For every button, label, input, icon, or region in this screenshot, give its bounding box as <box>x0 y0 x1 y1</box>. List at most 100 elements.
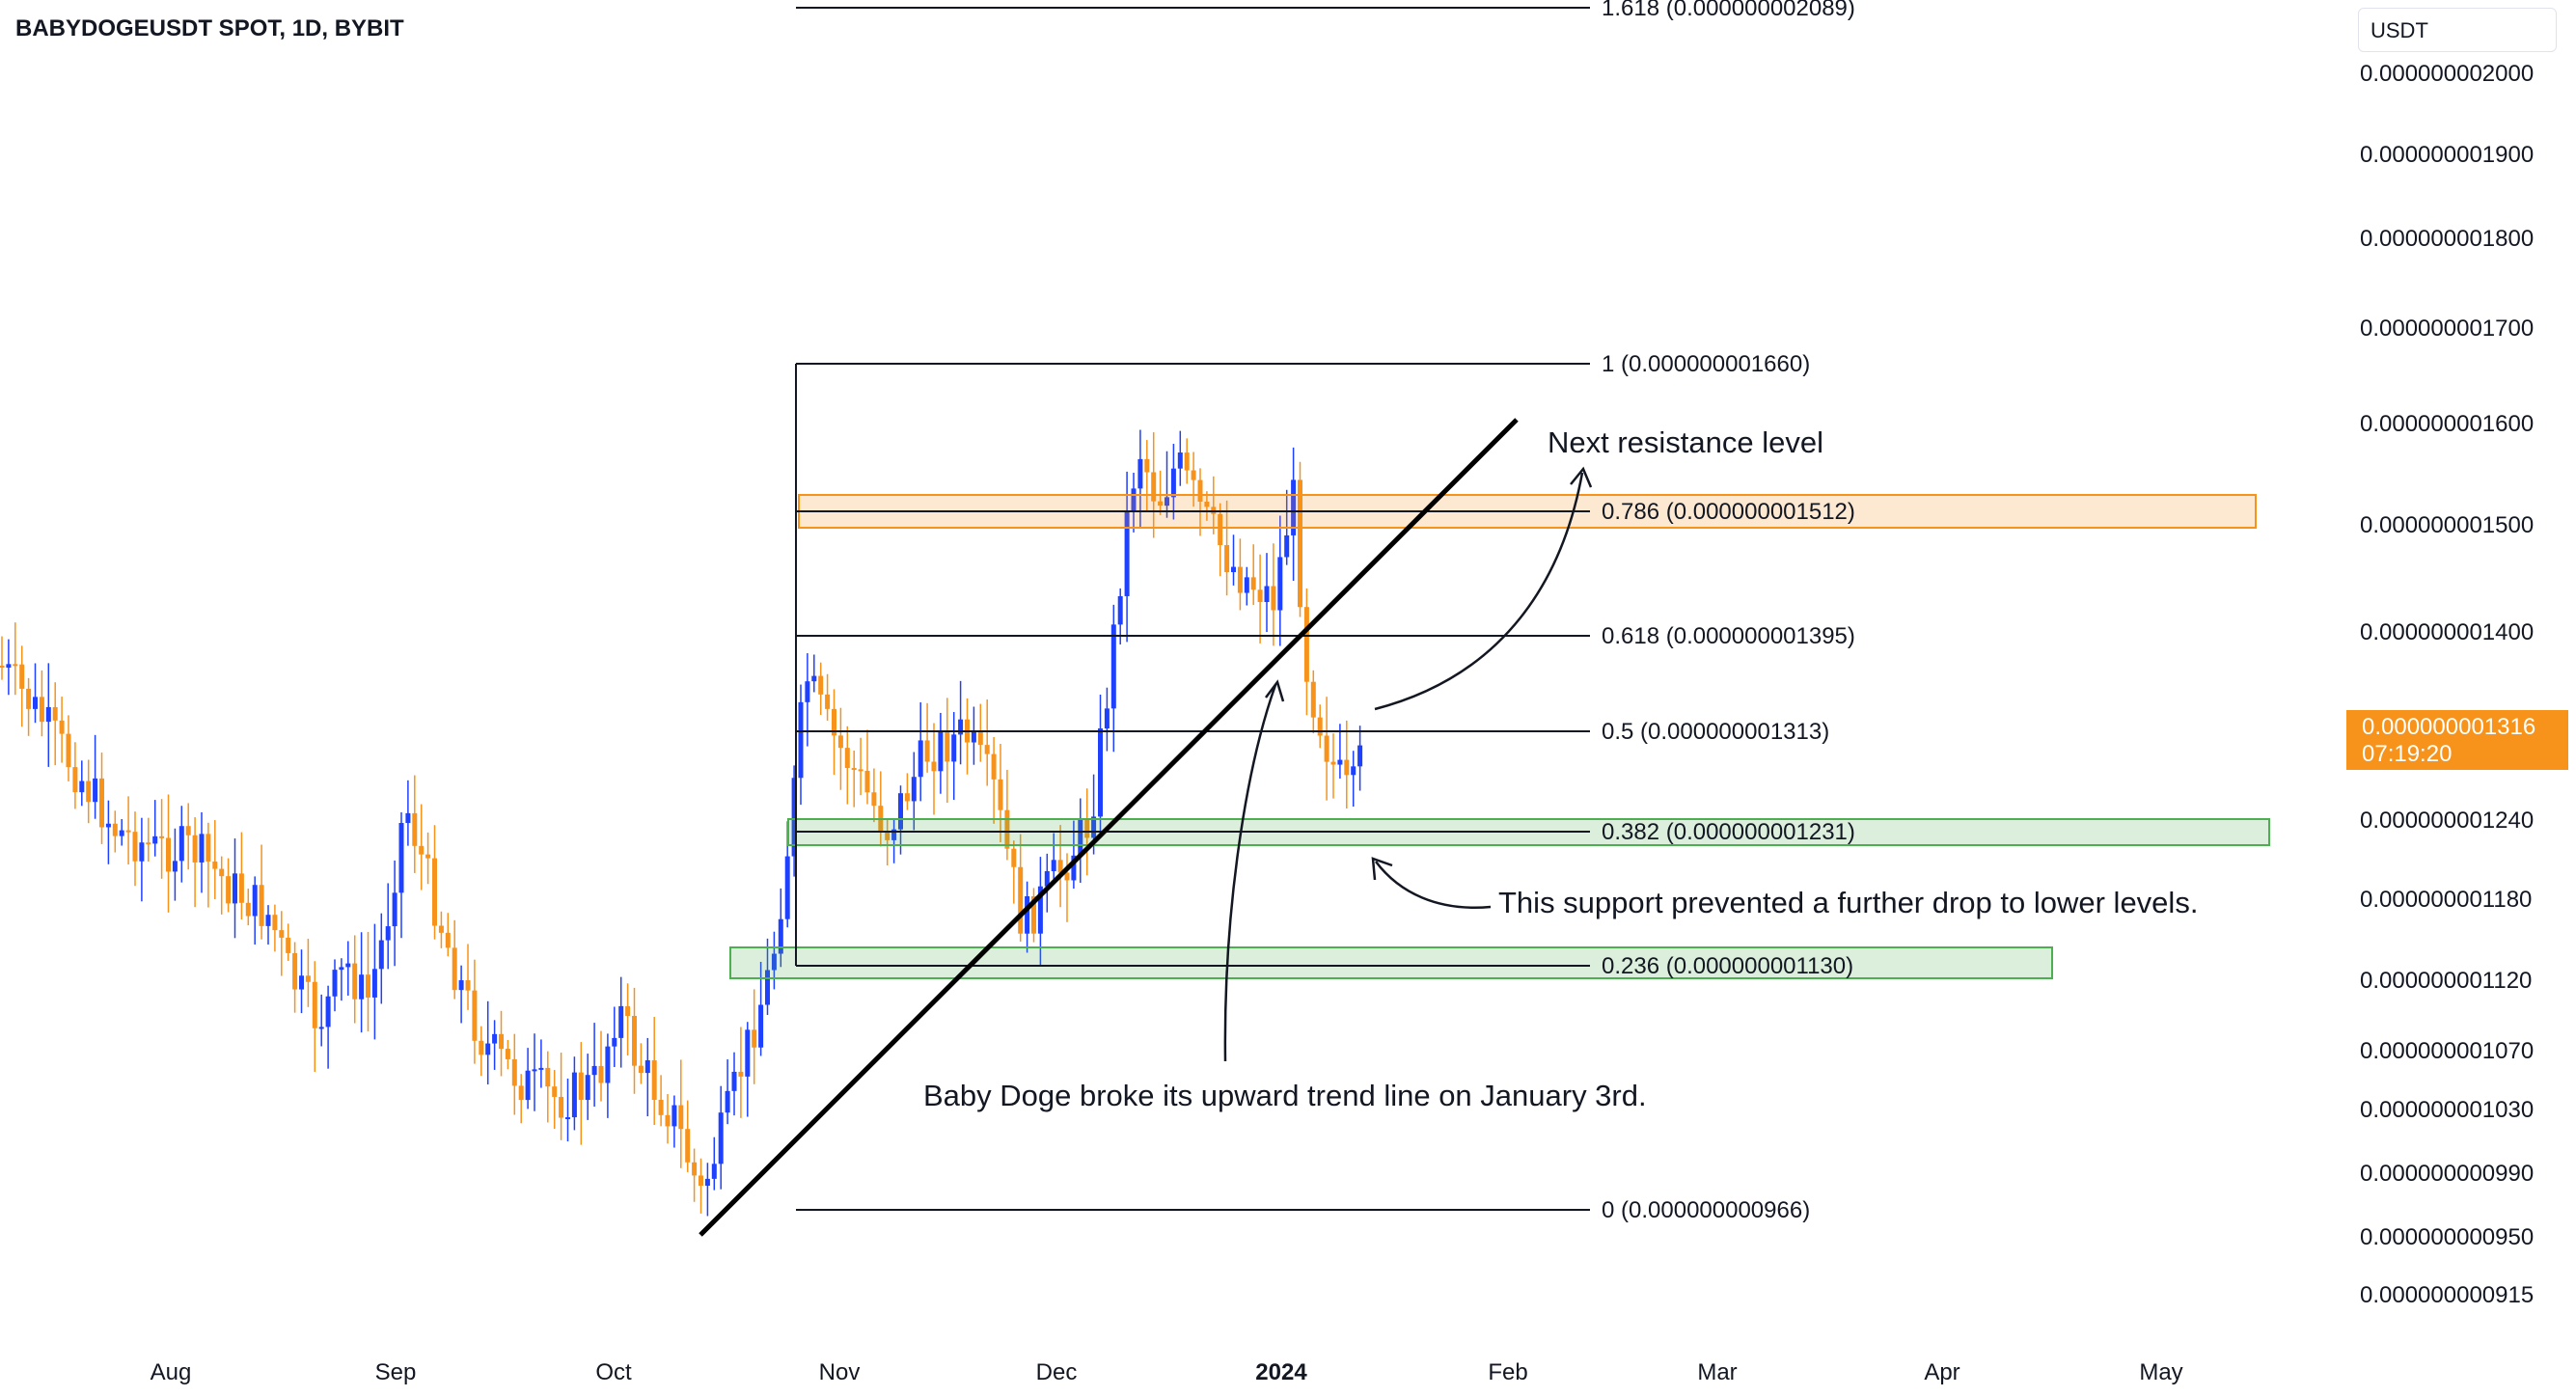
candle-body <box>832 708 836 736</box>
candle-body <box>578 1072 584 1101</box>
candle-body <box>818 675 824 695</box>
candle-body <box>511 1058 517 1086</box>
candle-body <box>152 835 158 844</box>
time-tick-label: Nov <box>819 1359 861 1385</box>
candle-body <box>146 842 151 845</box>
candle-body <box>1291 479 1297 535</box>
candle-body <box>704 1178 710 1186</box>
candle-body <box>811 675 817 682</box>
candlestick-series <box>0 429 1363 1217</box>
time-tick-label: Dec <box>1036 1359 1078 1385</box>
candle-body <box>99 778 104 828</box>
candle-body <box>1337 759 1343 765</box>
candle-body <box>738 1071 744 1077</box>
candle-body <box>765 970 770 1005</box>
fib-level-label: 0.618 (0.000000001395) <box>1602 623 1855 649</box>
candle-body <box>532 1069 537 1072</box>
candle-body <box>778 918 783 954</box>
candle-body <box>238 873 244 903</box>
candle-body <box>1098 728 1103 817</box>
time-axis: Aug Sep Oct Nov Dec 2024 Feb Mar Apr May <box>151 1359 2183 1385</box>
candle-body <box>192 835 198 863</box>
candle-body <box>279 930 285 938</box>
candle-body <box>132 832 138 862</box>
fib-level-label: 0.786 (0.000000001512) <box>1602 499 1855 525</box>
candle-body <box>1037 886 1043 934</box>
support-zone-0236[interactable] <box>729 946 2053 979</box>
price-tick-label: 0.000000001400 <box>2360 619 2534 645</box>
arrow-resistance <box>1374 472 1584 711</box>
candle-body <box>499 1033 504 1050</box>
candle-body <box>671 1105 677 1127</box>
candle-body <box>771 953 777 971</box>
candle-body <box>1344 759 1350 776</box>
fib-retracement[interactable] <box>795 7 1590 1211</box>
candle-body <box>1078 818 1083 856</box>
candle-body <box>991 753 997 780</box>
candle-body <box>1237 566 1243 593</box>
candle-body <box>172 861 178 872</box>
candle-body <box>958 719 964 735</box>
candle-body <box>585 1075 590 1101</box>
candle-body <box>458 980 464 991</box>
candle-body <box>685 1129 691 1163</box>
candle-body <box>918 740 923 778</box>
candle-body <box>1158 501 1164 507</box>
candle-body <box>245 902 251 917</box>
candle-body <box>119 830 124 836</box>
candle-body <box>178 826 184 862</box>
candle-body <box>612 1037 617 1047</box>
candle-body <box>52 706 58 721</box>
candle-body <box>39 697 44 723</box>
candle-body <box>212 861 218 869</box>
candle-body <box>286 937 291 953</box>
candle-body <box>226 876 232 904</box>
candle-body <box>219 868 225 877</box>
candle-body <box>784 856 790 919</box>
candle-body <box>1051 860 1056 872</box>
candle-body <box>1091 816 1097 838</box>
time-tick-label: Feb <box>1488 1359 1527 1385</box>
candle-body <box>1271 586 1276 611</box>
note-trendline: Baby Doge broke its upward trend line on… <box>923 1079 1647 1112</box>
candle-body <box>438 925 444 933</box>
candle-body <box>1011 848 1017 867</box>
candle-body <box>206 834 211 862</box>
candle-body <box>1104 708 1110 729</box>
candle-body <box>858 769 863 772</box>
candle-body <box>1351 766 1357 776</box>
candle-body <box>1197 479 1203 502</box>
uptrend-line[interactable] <box>699 418 1519 1237</box>
candle-body <box>552 1086 558 1097</box>
candle-body <box>692 1162 698 1176</box>
price-tick-label: 0.000000001500 <box>2360 512 2534 538</box>
currency-unit-selector[interactable]: USDT <box>2358 8 2557 52</box>
candle-body <box>1330 761 1336 765</box>
candle-body <box>465 980 471 991</box>
candle-body <box>644 1060 650 1074</box>
candle-body <box>45 706 51 723</box>
candle-body <box>984 745 990 754</box>
time-tick-label: May <box>2139 1359 2182 1385</box>
candle-body <box>1231 566 1236 573</box>
candle-body <box>931 761 937 772</box>
candle-body <box>1057 860 1063 873</box>
candle-body <box>1277 557 1283 611</box>
candle-body <box>233 873 237 904</box>
fib-level-label: 0 (0.000000000966) <box>1602 1197 1810 1223</box>
candle-body <box>318 1027 324 1029</box>
candle-body <box>19 664 25 689</box>
candle-body <box>758 1004 764 1048</box>
candle-body <box>1191 470 1196 480</box>
candle-body <box>752 1029 757 1048</box>
candle-body <box>791 778 797 857</box>
candle-body <box>59 720 65 734</box>
fib-level-label: 0.236 (0.000000001130) <box>1602 953 1853 979</box>
candle-body <box>825 694 831 709</box>
price-tick-label: 0.000000000950 <box>2360 1224 2534 1250</box>
candle-body <box>105 823 111 828</box>
candle-body <box>385 926 391 941</box>
candle-body <box>485 1043 491 1055</box>
candle-body <box>565 1117 570 1120</box>
